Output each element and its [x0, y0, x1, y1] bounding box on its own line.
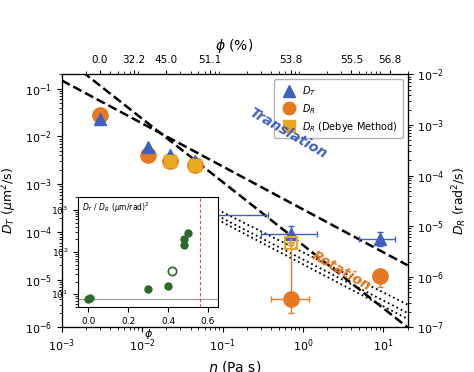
- X-axis label: $\phi$: $\phi$: [144, 327, 153, 341]
- X-axis label: $\phi$ (%): $\phi$ (%): [216, 37, 254, 55]
- Text: Rotation: Rotation: [310, 248, 374, 293]
- Y-axis label: $D_R$ (rad$^2$/s): $D_R$ (rad$^2$/s): [450, 167, 469, 235]
- X-axis label: $\eta$ (Pa s): $\eta$ (Pa s): [208, 359, 261, 372]
- Text: Translation: Translation: [247, 106, 329, 161]
- Legend: $D_T$, $D_R$, $D_R$ (Debye Method): $D_T$, $D_R$, $D_R$ (Debye Method): [274, 79, 403, 138]
- Text: $D_T$ / $D_R$ ($\mu$m/rad)$^2$: $D_T$ / $D_R$ ($\mu$m/rad)$^2$: [82, 201, 150, 215]
- Y-axis label: $D_T$ ($\mu$m$^2$/s): $D_T$ ($\mu$m$^2$/s): [0, 167, 19, 234]
